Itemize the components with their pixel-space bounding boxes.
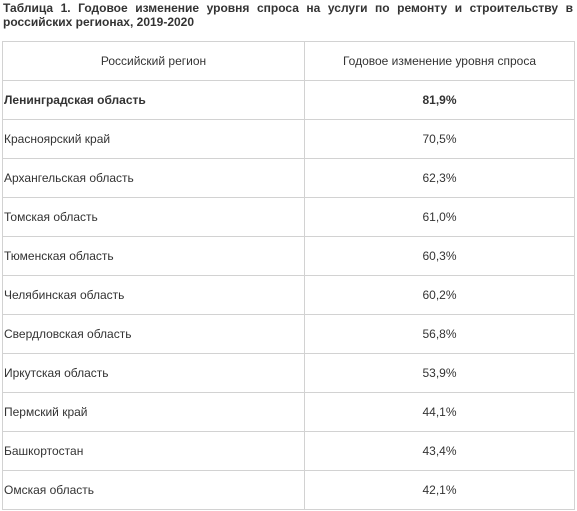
table-body: Ленинградская область 81,9% Красноярский к…: [2, 80, 575, 510]
demand-change-cell: 56,8%: [304, 314, 575, 354]
table-row: Челябинская область 60,2%: [2, 275, 575, 315]
table-row: Омская область 42,1%: [2, 470, 575, 510]
demand-change-cell: 43,4%: [304, 431, 575, 471]
demand-change-cell: 61,0%: [304, 197, 575, 237]
region-cell: Ленинградская область: [2, 80, 305, 120]
demand-change-cell: 53,9%: [304, 353, 575, 393]
table-row: Башкортостан 43,4%: [2, 431, 575, 471]
region-cell: Челябинская область: [2, 275, 305, 315]
header-demand-change: Годовое изменение уровня спроса: [304, 41, 575, 81]
header-region: Российский регион: [2, 41, 305, 81]
region-cell: Свердловская область: [2, 314, 305, 354]
table-row: Ленинградская область 81,9%: [2, 80, 575, 120]
demand-change-cell: 44,1%: [304, 392, 575, 432]
region-cell: Пермский край: [2, 392, 305, 432]
table-row: Иркутская область 53,9%: [2, 353, 575, 393]
table-caption: Таблица 1. Годовое изменение уровня спро…: [3, 1, 573, 29]
regions-demand-table: Российский регион Годовое изменение уров…: [2, 41, 575, 510]
demand-change-cell: 60,2%: [304, 275, 575, 315]
table-row: Томская область 61,0%: [2, 197, 575, 237]
demand-change-cell: 42,1%: [304, 470, 575, 510]
demand-change-cell: 81,9%: [304, 80, 575, 120]
table-row: Красноярский край 70,5%: [2, 119, 575, 159]
region-cell: Тюменская область: [2, 236, 305, 276]
demand-change-cell: 62,3%: [304, 158, 575, 198]
region-cell: Томская область: [2, 197, 305, 237]
table-row: Архангельская область 62,3%: [2, 158, 575, 198]
demand-change-cell: 70,5%: [304, 119, 575, 159]
table-row: Свердловская область 56,8%: [2, 314, 575, 354]
table-row: Пермский край 44,1%: [2, 392, 575, 432]
table-header-row: Российский регион Годовое изменение уров…: [2, 41, 575, 81]
region-cell: Архангельская область: [2, 158, 305, 198]
region-cell: Омская область: [2, 470, 305, 510]
table-row: Тюменская область 60,3%: [2, 236, 575, 276]
region-cell: Иркутская область: [2, 353, 305, 393]
region-cell: Башкортостан: [2, 431, 305, 471]
region-cell: Красноярский край: [2, 119, 305, 159]
demand-change-cell: 60,3%: [304, 236, 575, 276]
